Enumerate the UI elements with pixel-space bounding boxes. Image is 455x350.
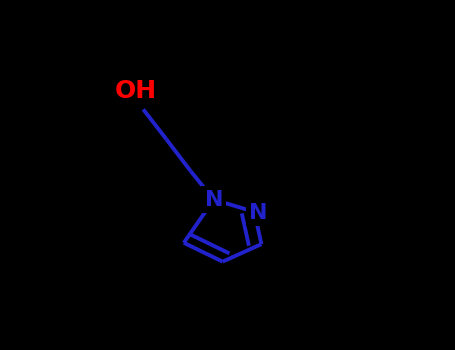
- Text: OH: OH: [115, 78, 157, 103]
- Text: N: N: [205, 190, 223, 210]
- Text: N: N: [249, 203, 268, 223]
